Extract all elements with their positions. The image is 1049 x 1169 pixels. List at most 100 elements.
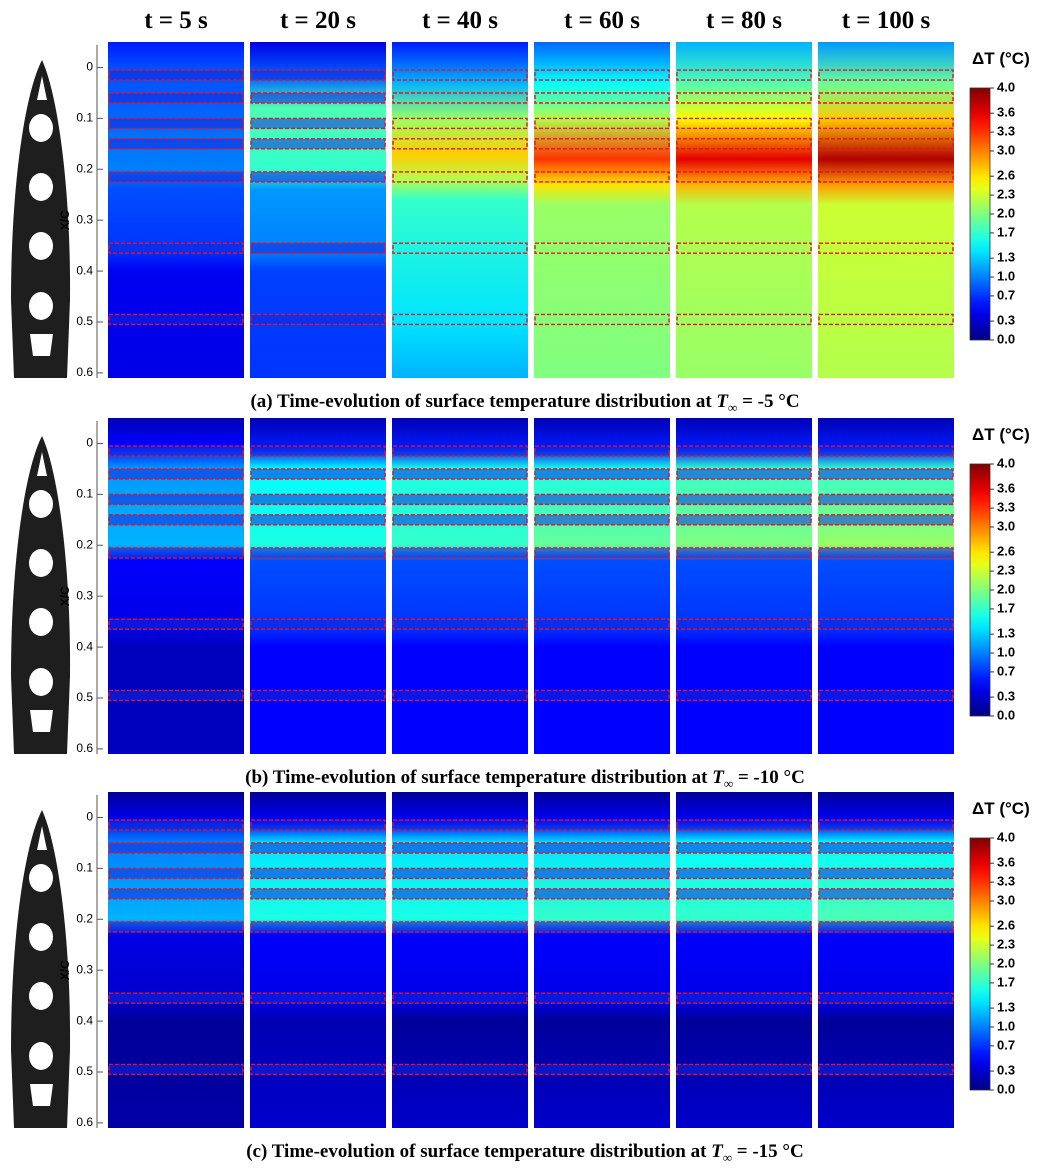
colorbar-tick-label: 3.3 xyxy=(997,500,1015,515)
heater-box xyxy=(250,867,386,880)
colorbar-tick-label: 0.3 xyxy=(997,313,1015,328)
colorbar-tick-label: 0.0 xyxy=(997,707,1015,722)
heater-box xyxy=(676,92,812,104)
heater-box xyxy=(676,547,812,559)
colorbar xyxy=(969,837,991,1091)
heater-box xyxy=(392,69,528,81)
panel-caption: (c) Time-evolution of surface temperatur… xyxy=(246,1141,804,1165)
heater-box xyxy=(818,242,954,254)
heater-box xyxy=(108,468,244,480)
heater-box xyxy=(108,514,244,526)
airfoil-hole xyxy=(29,292,53,320)
y-axis-label: X/C xyxy=(58,960,72,980)
heater-box xyxy=(108,867,244,880)
column-header: t = 60 s xyxy=(564,7,640,34)
colorbar-tick-label: 0.7 xyxy=(997,663,1015,678)
y-tick-label: 0.5 xyxy=(76,314,93,328)
heater-box xyxy=(250,69,386,81)
colorbar-tick-label: 2.6 xyxy=(997,168,1015,183)
heater-box xyxy=(534,117,670,130)
column-header: t = 20 s xyxy=(280,7,356,34)
colorbar xyxy=(969,87,991,341)
heater-box xyxy=(250,242,386,254)
colorbar-tick-label: 1.3 xyxy=(997,626,1015,641)
heater-box xyxy=(250,819,386,831)
heater-box xyxy=(818,689,954,702)
caption-subscript: ∞ xyxy=(728,400,737,415)
heater-box xyxy=(676,992,812,1004)
thermal-image xyxy=(676,42,812,378)
colorbar-tick-label: 0.3 xyxy=(997,1063,1015,1078)
colorbar-tick-label: 3.0 xyxy=(997,142,1015,157)
heater-box xyxy=(250,117,386,130)
heater-box xyxy=(250,1063,386,1076)
caption-text: (a) Time-evolution of surface temperatur… xyxy=(250,391,716,412)
colorbar-tick-label: 3.3 xyxy=(997,874,1015,889)
heater-box xyxy=(818,493,954,506)
heater-box xyxy=(250,921,386,933)
column-header: t = 100 s xyxy=(842,7,931,34)
colorbar-tick-label: 4.0 xyxy=(997,79,1015,94)
airfoil-icon xyxy=(11,60,71,378)
heater-box xyxy=(250,445,386,457)
heater-box xyxy=(534,468,670,480)
heater-box xyxy=(392,117,528,130)
heater-box xyxy=(534,514,670,526)
colorbar-tick-label: 1.0 xyxy=(997,1018,1015,1033)
colorbar-tick-label: 3.3 xyxy=(997,124,1015,139)
heater-box xyxy=(818,992,954,1004)
airfoil-hole xyxy=(29,668,53,696)
heater-box xyxy=(108,547,244,559)
caption-symbol: T xyxy=(712,767,725,788)
colorbar-tick-label: 3.6 xyxy=(997,105,1015,120)
heater-box xyxy=(392,867,528,880)
airfoil-hole xyxy=(29,549,53,577)
heater-box xyxy=(676,921,812,933)
y-tick-label: 0.1 xyxy=(76,861,93,875)
colorbar-tick-label: 2.3 xyxy=(997,563,1015,578)
colorbar-tick-label: 1.7 xyxy=(997,600,1015,615)
heater-box xyxy=(392,689,528,702)
colorbar-tick-label: 0.0 xyxy=(997,331,1015,346)
colorbar-tick-label: 0.0 xyxy=(997,1081,1015,1096)
caption-subscript: ∞ xyxy=(724,776,733,791)
heater-box xyxy=(676,618,812,630)
heater-box xyxy=(392,547,528,559)
heater-box xyxy=(676,842,812,854)
heater-box xyxy=(534,689,670,702)
heater-box xyxy=(392,493,528,506)
airfoil-hole xyxy=(37,452,47,476)
heater-box xyxy=(534,493,670,506)
heater-box xyxy=(818,313,954,326)
thermal-image xyxy=(818,42,954,378)
heater-box xyxy=(108,819,244,831)
airfoil-hole xyxy=(29,490,53,518)
colorbar-tick-label: 3.0 xyxy=(997,892,1015,907)
airfoil-hole xyxy=(29,608,53,636)
heater-box xyxy=(534,445,670,457)
y-axis-label: X/C xyxy=(58,210,72,230)
heater-box xyxy=(250,888,386,900)
column-header: t = 5 s xyxy=(144,7,208,34)
column-header: t = 40 s xyxy=(422,7,498,34)
colorbar-tick-label: 3.6 xyxy=(997,855,1015,870)
heater-box xyxy=(818,867,954,880)
y-tick-label: 0.3 xyxy=(76,962,93,976)
airfoil-hole xyxy=(30,334,53,356)
heater-box xyxy=(818,92,954,104)
heater-box xyxy=(818,819,954,831)
thermal-image xyxy=(392,42,528,378)
y-tick-label: 0.1 xyxy=(76,487,93,501)
heater-box xyxy=(108,493,244,506)
heater-box xyxy=(676,888,812,900)
y-tick-label: 0.2 xyxy=(76,161,93,175)
colorbar-tick-label: 0.7 xyxy=(997,287,1015,302)
heater-box xyxy=(818,117,954,130)
heater-box xyxy=(108,1063,244,1076)
y-tick-label: 0 xyxy=(86,810,93,824)
heater-box xyxy=(108,992,244,1004)
heater-box xyxy=(818,171,954,183)
heater-box xyxy=(392,888,528,900)
colorbar-tick-label: 1.7 xyxy=(997,974,1015,989)
